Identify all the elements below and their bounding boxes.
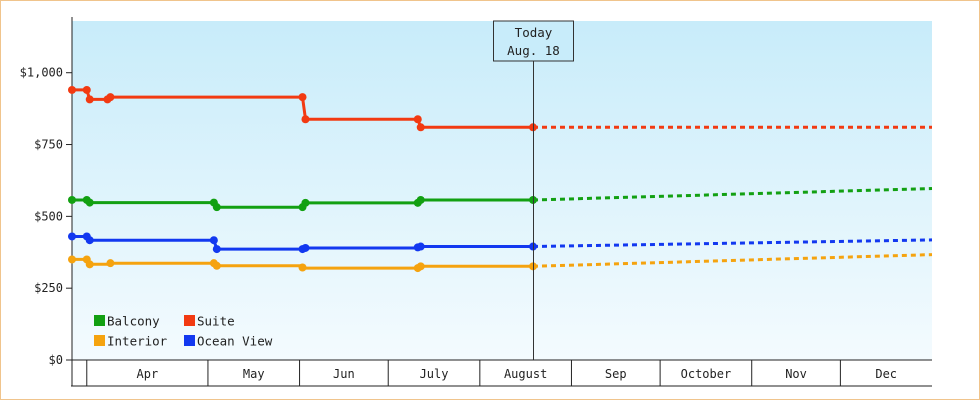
data-point: [416, 262, 425, 271]
data-point: [298, 93, 307, 102]
forecast-line: [532, 187, 933, 202]
data-point: [212, 245, 221, 254]
data-point: [106, 93, 115, 102]
legend-swatch: [184, 335, 195, 346]
legend-swatch: [94, 335, 105, 346]
data-point: [82, 85, 91, 94]
series-layer: [68, 85, 933, 273]
legend-swatch: [94, 315, 105, 326]
legend-item: Ocean View: [184, 334, 273, 349]
today-title: Today: [515, 25, 553, 40]
data-point: [68, 195, 76, 204]
data-point: [68, 232, 76, 241]
legend-item: Interior: [94, 334, 168, 349]
legend-label: Interior: [107, 334, 168, 349]
legend-label: Suite: [197, 314, 235, 329]
data-point: [298, 263, 307, 272]
x-axis: Apr May Jun July August Sep October Nov Dec: [71, 359, 932, 387]
legend-item: Suite: [184, 314, 235, 329]
today-date: Aug. 18: [507, 43, 560, 58]
series-interior: [68, 253, 933, 273]
series-ocean-view: [68, 232, 933, 254]
y-axis: $0 $250 $500 $750 $1,000: [20, 17, 73, 386]
x-tick-label: July: [420, 367, 449, 381]
today-marker: Today Aug. 18: [493, 20, 574, 360]
data-point: [212, 261, 221, 270]
x-tick-label: Nov: [785, 367, 807, 381]
y-tick-label: $250: [34, 281, 63, 295]
legend-item: Balcony: [94, 314, 160, 329]
x-tick-label: Apr: [137, 367, 159, 381]
legend: Balcony Suite Interior Ocean View: [94, 314, 273, 349]
data-point: [85, 95, 94, 104]
x-tick-label: August: [504, 367, 547, 381]
plot-area: [72, 21, 932, 360]
x-tick-label: Dec: [875, 367, 897, 381]
data-point: [212, 203, 221, 212]
x-tick-label: May: [243, 367, 265, 381]
data-point: [416, 195, 425, 204]
data-point: [85, 198, 94, 207]
data-point: [85, 236, 94, 245]
x-tick-label: Sep: [605, 367, 627, 381]
data-point: [416, 123, 425, 132]
data-point: [209, 236, 218, 245]
data-point: [301, 243, 310, 252]
data-point: [413, 115, 422, 124]
y-tick-label: $500: [34, 209, 63, 223]
today-box: [493, 20, 574, 62]
y-tick-label: $1,000: [20, 66, 63, 80]
data-point: [416, 242, 425, 251]
series-balcony: [68, 187, 933, 212]
series-line: [72, 88, 533, 129]
legend-swatch: [184, 315, 195, 326]
data-point: [106, 259, 115, 268]
data-point: [68, 85, 76, 94]
forecast-line: [532, 238, 933, 248]
legend-label: Ocean View: [197, 334, 273, 349]
x-tick-label: October: [681, 367, 732, 381]
forecast-line: [532, 253, 933, 268]
legend-label: Balcony: [107, 314, 160, 329]
data-point: [301, 198, 310, 207]
y-tick-label: $750: [34, 138, 63, 152]
data-point: [85, 260, 94, 269]
data-point: [301, 115, 310, 124]
series-suite: [68, 85, 932, 132]
x-tick-label: Jun: [333, 367, 355, 381]
data-point: [68, 255, 76, 264]
y-tick-label: $0: [49, 353, 63, 367]
